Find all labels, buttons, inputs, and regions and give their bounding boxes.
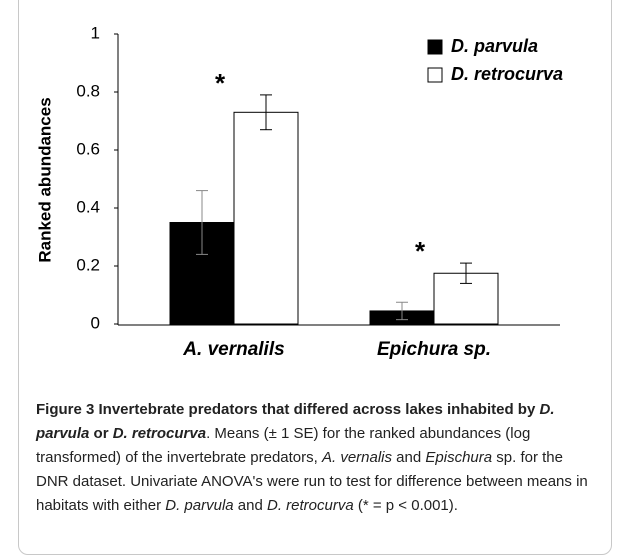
y-tick-label: 0.4 — [76, 197, 100, 216]
significance-label: * — [215, 68, 226, 98]
y-tick-label: 0 — [91, 313, 100, 332]
caption-text: D. retrocurva — [112, 425, 207, 442]
legend-label: D. retrocurva — [451, 64, 563, 84]
caption-text: A. vernalis — [321, 449, 393, 466]
chart: Ranked abundances 0 0.2 0.4 0.6 0.8 1 A. verna… — [35, 23, 563, 360]
caption-text: D. retrocurva — [267, 497, 354, 514]
y-tick-label: 1 — [91, 23, 100, 42]
y-tick-label: 0.8 — [76, 81, 100, 100]
y-tick-label: 0.6 — [76, 139, 100, 158]
legend-swatch — [427, 39, 443, 55]
figure-frame — [18, 0, 612, 555]
caption-text: (* = p < 0.001). — [353, 497, 458, 514]
caption-text: and — [392, 449, 426, 466]
caption-text: Figure 3 Invertebrate predators that dif… — [36, 401, 540, 418]
legend-swatch — [427, 67, 443, 83]
caption-text: . Means (± 1 SE) for the ranked abundanc… — [36, 425, 531, 466]
caption-text: and — [233, 497, 267, 514]
caption-text: D. parvula — [36, 401, 555, 442]
y-tick-label: 0.2 — [76, 255, 100, 274]
legend-label: D. parvula — [451, 36, 538, 56]
caption-text: or — [89, 425, 113, 442]
caption-text: sp. for the DNR dataset. Univariate ANOV… — [36, 449, 588, 514]
y-axis-label: Ranked abundances — [35, 97, 54, 262]
bar — [233, 111, 299, 325]
x-tick-label: Epichura sp. — [377, 339, 491, 360]
significance-label: * — [415, 236, 426, 266]
caption: Figure 3 Invertebrate predators that dif… — [36, 398, 596, 518]
caption-text: Epischura — [425, 449, 493, 466]
x-tick-label: A. vernalils — [182, 339, 284, 360]
caption-text: D. parvula — [165, 497, 234, 514]
